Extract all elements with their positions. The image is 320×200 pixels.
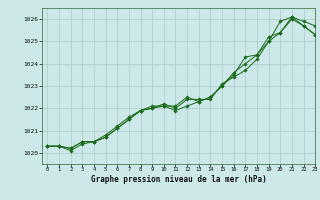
X-axis label: Graphe pression niveau de la mer (hPa): Graphe pression niveau de la mer (hPa) xyxy=(91,175,266,184)
